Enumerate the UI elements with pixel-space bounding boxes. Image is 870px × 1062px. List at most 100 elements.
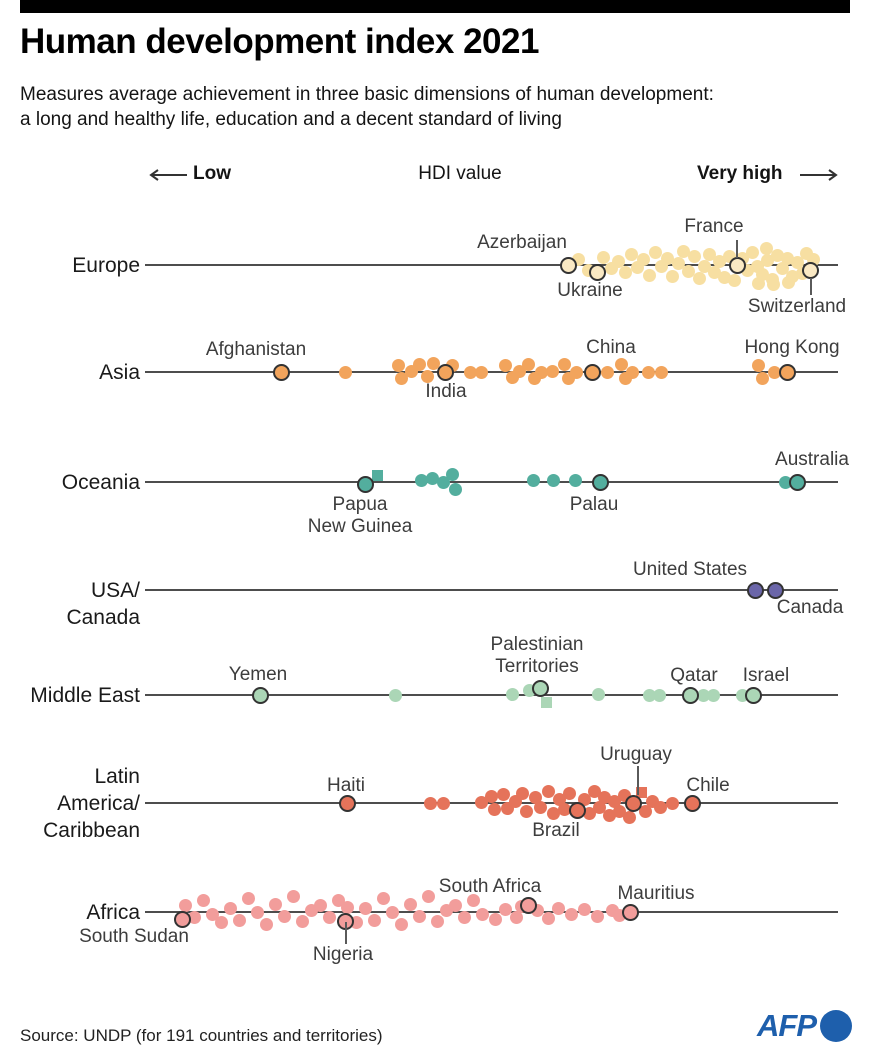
country-dot (250, 905, 264, 919)
country-dot (697, 259, 711, 273)
country-label: Nigeria (312, 944, 374, 965)
country-dot (484, 789, 498, 803)
country-dot (665, 796, 679, 810)
country-dot (545, 364, 559, 378)
country-dot (622, 810, 636, 824)
highlighted-country-dot (588, 263, 606, 281)
country-dot (394, 371, 408, 385)
country-dot (505, 687, 519, 701)
highlighted-country-dot (788, 473, 806, 491)
row-label-oceania: Oceania (61, 471, 140, 494)
country-dot (660, 251, 674, 265)
axis-line (145, 264, 838, 266)
highlighted-country-dot (681, 686, 699, 704)
country-dot (781, 275, 795, 289)
row-label-usa-canada: USA/Canada (66, 579, 140, 629)
highlighted-country-dot (338, 794, 356, 812)
country-label: Qatar (670, 665, 718, 686)
highlighted-country-dot (744, 686, 762, 704)
country-label: Canada (776, 597, 844, 618)
country-label: Hong Kong (744, 337, 840, 358)
country-dot (775, 261, 789, 275)
subtitle: Measures average achievement in three ba… (20, 82, 850, 132)
axis-label-hdi-value: HDI value (418, 163, 502, 184)
country-label: India (425, 381, 467, 402)
country-label: Papua New Guinea (307, 494, 413, 537)
country-dot (759, 241, 773, 255)
country-dot (340, 900, 354, 914)
country-label: Switzerland (747, 296, 847, 317)
country-dot (648, 245, 662, 259)
highlighted-country-dot (272, 363, 290, 381)
callout-connector (637, 766, 639, 795)
country-dot (642, 268, 656, 282)
country-dot (562, 786, 576, 800)
country-dot (223, 901, 237, 915)
country-dot (727, 273, 741, 287)
country-dot (541, 784, 555, 798)
country-dot (178, 898, 192, 912)
row-label-asia: Asia (99, 361, 140, 384)
country-label: Israel (742, 665, 790, 686)
country-dot (591, 687, 605, 701)
country-dot (597, 790, 611, 804)
country-dot (421, 889, 435, 903)
country-dot (241, 891, 255, 905)
country-dot (745, 245, 759, 259)
country-label: Australia (775, 449, 849, 470)
highlighted-country-dot (531, 679, 549, 697)
country-dot (445, 467, 459, 481)
country-dot (712, 254, 726, 268)
country-dot (519, 804, 533, 818)
country-dot (564, 907, 578, 921)
row-label-europe: Europe (72, 254, 140, 277)
country-dot (625, 365, 639, 379)
country-dot (760, 253, 774, 267)
country-dot (414, 473, 428, 487)
country-dot (466, 893, 480, 907)
country-dot (528, 790, 542, 804)
highlighted-country-dot (746, 581, 764, 599)
highlighted-country-dot (766, 581, 784, 599)
subtitle-line1: Measures average achievement in three ba… (20, 84, 714, 105)
country-dot (676, 244, 690, 258)
highlighted-country-dot (356, 475, 374, 493)
country-dot (430, 914, 444, 928)
country-dot (515, 786, 529, 800)
country-dot (654, 365, 668, 379)
country-dot (778, 475, 792, 489)
country-dot (412, 909, 426, 923)
country-label: Mauritius (617, 883, 695, 904)
country-dot (448, 482, 462, 496)
country-dot (509, 910, 523, 924)
row-label-middle-east: Middle East (30, 684, 140, 707)
country-dot (612, 804, 626, 818)
country-dot (232, 913, 246, 927)
country-label: China (586, 337, 636, 358)
highlighted-country-dot (251, 686, 269, 704)
country-dot (487, 802, 501, 816)
country-dot (457, 910, 471, 924)
highlighted-country-dot (683, 794, 701, 812)
country-label: Afghanistan (205, 339, 307, 360)
highlighted-country-dot (559, 256, 577, 274)
country-dot (546, 806, 560, 820)
country-dot (313, 898, 327, 912)
callout-connector (345, 922, 347, 944)
territory-square-dot (635, 786, 647, 798)
highlighted-country-dot (436, 363, 454, 381)
highlighted-country-dot (624, 794, 642, 812)
country-dot (696, 688, 710, 702)
country-dot (755, 371, 769, 385)
country-dot (533, 800, 547, 814)
country-dot (706, 688, 720, 702)
highlighted-country-dot (519, 896, 537, 914)
country-dot (259, 917, 273, 931)
axis-label-very-high: Very high (697, 163, 783, 184)
country-dot (770, 248, 784, 262)
country-label: United States (632, 559, 748, 580)
top-bar (20, 0, 850, 13)
country-dot (611, 254, 625, 268)
country-dot (687, 249, 701, 263)
